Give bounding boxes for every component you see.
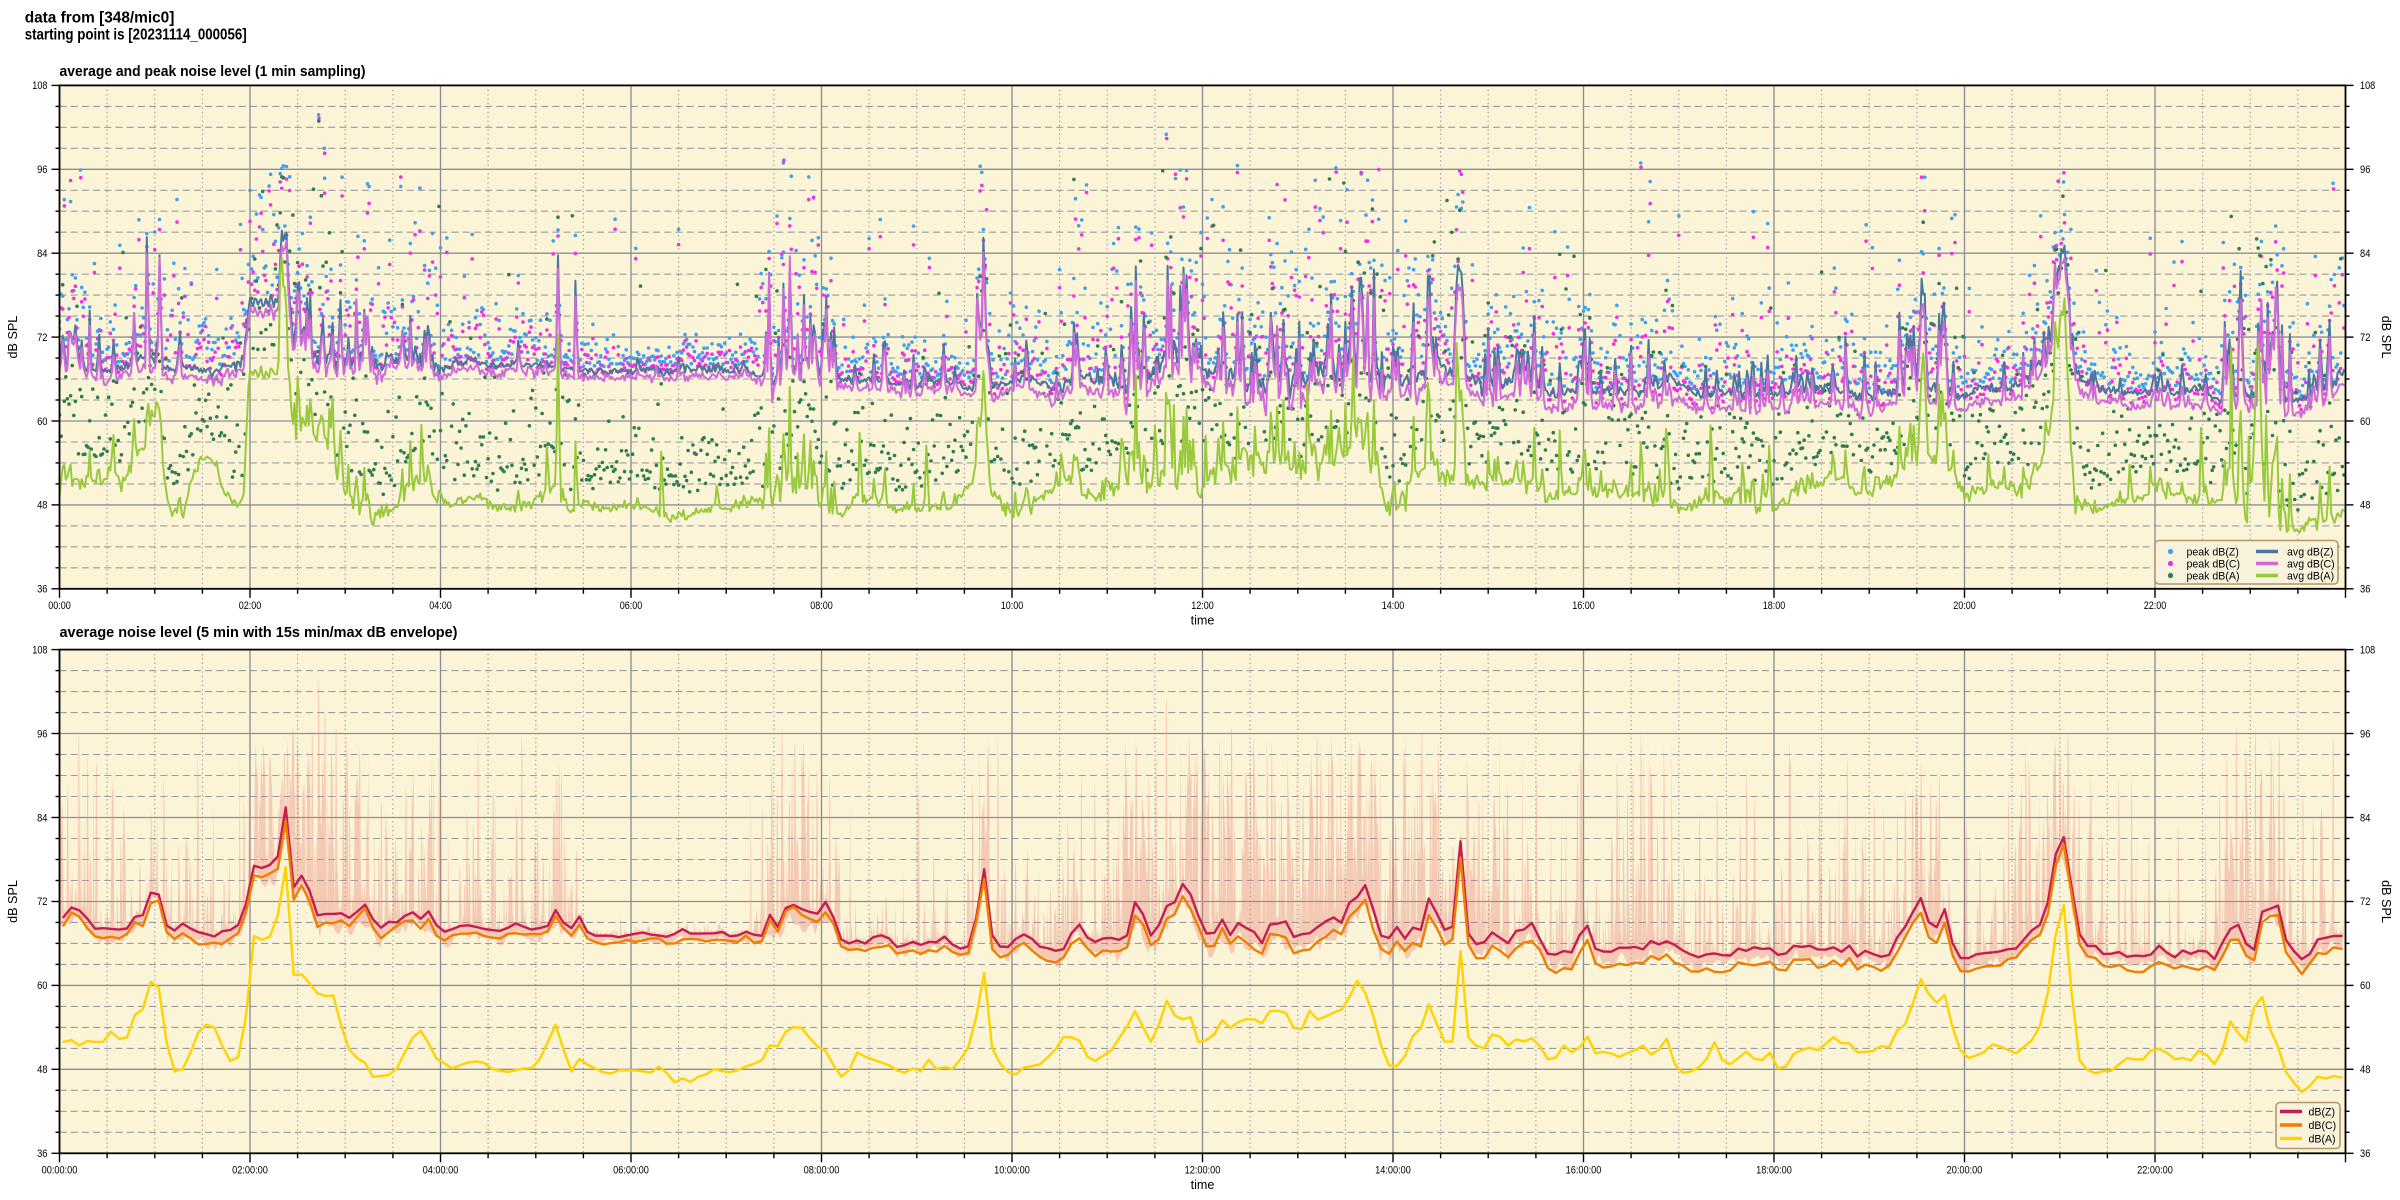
svg-text:peak dB(Z): peak dB(Z) [2187,547,2239,559]
svg-text:10:00: 10:00 [1001,600,1024,612]
svg-text:04:00: 04:00 [429,600,452,612]
svg-text:48: 48 [37,1064,47,1076]
svg-text:peak dB(C): peak dB(C) [2187,559,2241,571]
svg-text:84: 84 [2360,812,2370,824]
svg-text:22:00: 22:00 [2144,600,2167,612]
svg-text:36: 36 [37,1148,47,1160]
svg-text:08:00: 08:00 [810,600,833,612]
svg-text:60: 60 [2360,416,2370,428]
svg-text:14:00: 14:00 [1382,600,1405,612]
svg-text:dB SPL: dB SPL [2379,316,2393,359]
svg-text:02:00:00: 02:00:00 [232,1164,268,1176]
svg-text:96: 96 [37,164,47,176]
svg-text:72: 72 [2360,332,2370,344]
svg-text:time: time [1191,613,1215,627]
svg-text:dB SPL: dB SPL [2379,880,2393,923]
svg-text:avg dB(C): avg dB(C) [2287,559,2335,571]
svg-text:12:00:00: 12:00:00 [1185,1164,1221,1176]
svg-text:108: 108 [32,80,47,92]
svg-text:starting point is [20231114_00: starting point is [20231114_000056] [25,27,247,44]
svg-text:18:00: 18:00 [1763,600,1786,612]
svg-text:time: time [1191,1178,1215,1192]
svg-text:20:00:00: 20:00:00 [1947,1164,1983,1176]
svg-text:avg dB(Z): avg dB(Z) [2287,547,2334,559]
svg-text:08:00:00: 08:00:00 [804,1164,840,1176]
svg-text:16:00: 16:00 [1572,600,1595,612]
svg-text:108: 108 [32,644,47,656]
svg-text:72: 72 [2360,896,2370,908]
svg-text:average and peak noise level (: average and peak noise level (1 min samp… [60,64,366,80]
svg-text:avg dB(A): avg dB(A) [2287,571,2334,583]
svg-text:00:00:00: 00:00:00 [42,1164,78,1176]
svg-text:108: 108 [2360,80,2375,92]
svg-text:dB SPL: dB SPL [6,880,20,923]
svg-text:20:00: 20:00 [1953,600,1976,612]
svg-text:00:00: 00:00 [48,600,71,612]
svg-text:16:00:00: 16:00:00 [1566,1164,1602,1176]
svg-text:22:00:00: 22:00:00 [2137,1164,2173,1176]
svg-text:06:00:00: 06:00:00 [613,1164,649,1176]
svg-text:14:00:00: 14:00:00 [1375,1164,1411,1176]
svg-text:12:00: 12:00 [1191,600,1214,612]
svg-text:dB(Z): dB(Z) [2309,1107,2335,1119]
svg-text:18:00:00: 18:00:00 [1756,1164,1792,1176]
svg-text:96: 96 [37,728,47,740]
svg-text:96: 96 [2360,728,2370,740]
svg-text:84: 84 [37,248,47,260]
svg-text:60: 60 [37,980,47,992]
svg-text:96: 96 [2360,164,2370,176]
svg-text:peak dB(A): peak dB(A) [2187,571,2240,583]
svg-text:60: 60 [37,416,47,428]
svg-text:04:00:00: 04:00:00 [423,1164,459,1176]
svg-text:dB SPL: dB SPL [6,316,20,359]
svg-text:60: 60 [2360,980,2370,992]
svg-text:72: 72 [37,896,47,908]
svg-text:108: 108 [2360,644,2375,656]
svg-text:02:00: 02:00 [239,600,262,612]
svg-text:data from [348/mic0]: data from [348/mic0] [25,10,175,27]
svg-text:dB(A): dB(A) [2309,1134,2336,1146]
svg-text:10:00:00: 10:00:00 [994,1164,1030,1176]
svg-text:dB(C): dB(C) [2309,1120,2337,1132]
svg-text:84: 84 [37,812,47,824]
svg-text:average noise level (5 min wit: average noise level (5 min with 15s min/… [60,625,458,641]
svg-text:36: 36 [2360,1148,2370,1160]
svg-text:48: 48 [2360,500,2370,512]
svg-text:84: 84 [2360,248,2370,260]
svg-text:48: 48 [37,500,47,512]
svg-text:72: 72 [37,332,47,344]
svg-text:36: 36 [37,584,47,596]
svg-text:06:00: 06:00 [620,600,643,612]
svg-text:36: 36 [2360,584,2370,596]
svg-text:48: 48 [2360,1064,2370,1076]
